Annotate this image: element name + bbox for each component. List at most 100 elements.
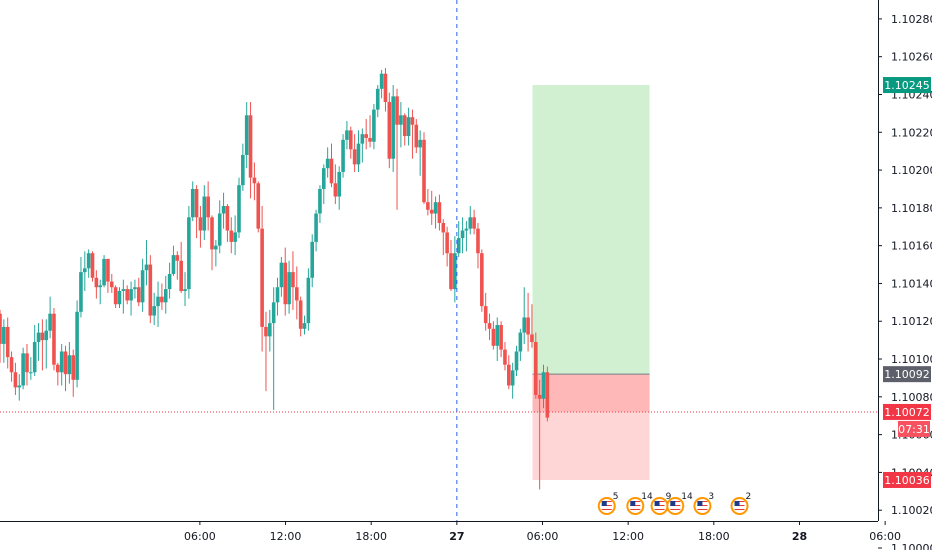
candle[interactable] [71,349,76,397]
candle[interactable] [48,296,52,339]
candle[interactable] [241,143,245,191]
candle[interactable] [426,188,430,216]
candle[interactable] [441,219,446,256]
price-tag[interactable]: 1.10072 [883,403,931,420]
candle[interactable] [375,85,380,118]
candle[interactable] [160,283,164,310]
candle[interactable] [503,342,507,371]
candle[interactable] [59,343,64,386]
candle[interactable] [67,342,72,384]
candle[interactable] [175,251,180,280]
candle[interactable] [190,181,195,222]
candle[interactable] [379,69,384,99]
candle[interactable] [244,102,249,169]
event-marker[interactable]: 14 [666,492,693,515]
candle[interactable] [453,236,457,303]
candle[interactable] [402,113,407,146]
candle[interactable] [325,147,330,178]
candle[interactable] [167,262,172,299]
candle[interactable] [414,119,419,154]
candle[interactable] [464,221,469,252]
candle[interactable] [298,296,303,337]
candle[interactable] [510,362,515,399]
candle[interactable] [348,126,353,159]
candle[interactable] [5,317,10,369]
candle[interactable] [387,92,392,169]
candle[interactable] [106,258,110,293]
candle[interactable] [514,345,519,377]
candle[interactable] [121,279,126,314]
candle[interactable] [422,132,426,205]
candle[interactable] [63,345,68,392]
candle[interactable] [341,134,345,178]
candle[interactable] [221,192,226,229]
candle[interactable] [156,281,160,327]
candle[interactable] [171,245,176,276]
candle[interactable] [321,164,326,205]
candle[interactable] [233,215,237,256]
candle[interactable] [399,102,403,148]
candle[interactable] [406,107,411,146]
candle[interactable] [183,272,187,307]
candle[interactable] [295,266,299,320]
candle[interactable] [533,332,538,399]
candle[interactable] [483,292,488,331]
x-axis-panel[interactable] [0,521,932,550]
candle[interactable] [21,347,25,390]
candle[interactable] [256,181,261,233]
candle[interactable] [275,277,280,316]
candle[interactable] [25,343,29,386]
candle[interactable] [264,311,268,392]
candle[interactable] [522,287,527,344]
candle[interactable] [537,379,542,490]
candle[interactable] [310,234,315,288]
candle[interactable] [202,185,207,240]
candle[interactable] [32,325,37,377]
candle[interactable] [56,362,60,386]
candle[interactable] [102,255,106,288]
candle[interactable] [187,205,191,299]
candle[interactable] [140,258,145,312]
candle[interactable] [395,88,399,210]
candle[interactable] [306,268,311,331]
countdown-tag[interactable]: 07:31 [898,420,930,437]
candle[interactable] [125,285,130,305]
candle[interactable] [133,279,137,299]
candle[interactable] [136,277,141,307]
candle[interactable] [248,102,253,199]
candle[interactable] [541,364,546,409]
candle[interactable] [352,134,357,172]
price-tag[interactable]: 1.10245 [883,77,931,94]
candle[interactable] [113,285,118,309]
profit-zone[interactable] [532,85,650,375]
candle[interactable] [83,251,87,292]
candle[interactable] [194,185,199,239]
candle[interactable] [429,190,434,225]
candle[interactable] [302,315,307,335]
candle[interactable] [2,319,6,363]
candle[interactable] [526,292,530,352]
candle[interactable] [268,309,272,352]
candle[interactable] [368,115,372,148]
candle[interactable] [98,279,103,305]
candle[interactable] [52,308,56,371]
candle[interactable] [283,247,288,316]
candle[interactable] [410,109,415,159]
candle[interactable] [345,120,349,150]
candle[interactable] [279,256,284,297]
candle[interactable] [179,241,183,293]
candle[interactable] [94,270,99,299]
candle[interactable] [271,287,276,411]
candle[interactable] [214,239,218,267]
candle[interactable] [507,355,511,390]
candle[interactable] [314,209,318,252]
price-tag[interactable]: 1.10036 [883,471,931,488]
candle[interactable] [152,292,156,326]
candle[interactable] [468,205,473,235]
candle[interactable] [260,205,264,352]
candle[interactable] [287,260,291,314]
candle[interactable] [75,300,79,388]
candle[interactable] [472,209,476,235]
candle[interactable] [437,194,442,231]
